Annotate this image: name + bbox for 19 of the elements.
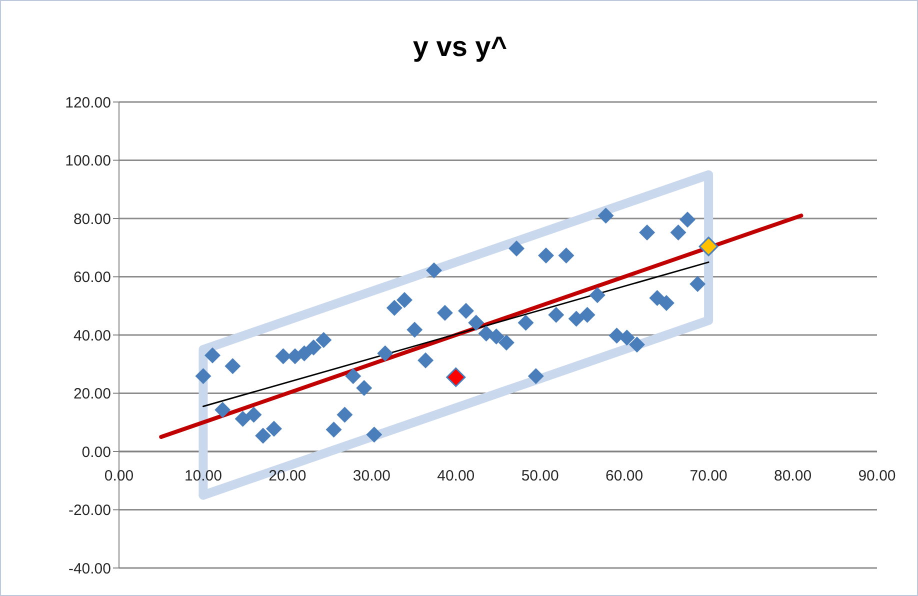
y-tick-label: 20.00: [73, 386, 111, 403]
y-tick-label: 60.00: [73, 269, 111, 286]
x-tick-label: 10.00: [184, 468, 222, 484]
x-tick-label: 40.00: [437, 468, 475, 484]
y-tick-label: 40.00: [73, 327, 111, 344]
y-tick-label: 80.00: [73, 210, 111, 228]
y-tick-label: -20.00: [68, 502, 111, 520]
x-tick-label: 30.00: [352, 468, 390, 484]
x-tick-label: 70.00: [690, 468, 728, 484]
x-tick-label: 20.00: [268, 468, 306, 484]
y-tick-label: 100.00: [65, 152, 111, 170]
x-tick-label: 60.00: [606, 468, 644, 484]
chart-title: y vs y^: [412, 31, 508, 63]
x-tick-label: 80.00: [774, 468, 812, 484]
y-tick-label: 0.00: [82, 444, 111, 461]
y-tick-label: 120.00: [65, 94, 111, 112]
x-tick-label: 90.00: [858, 468, 896, 484]
x-tick-label: 50.00: [521, 468, 559, 484]
y-tick-label: -40.00: [68, 560, 111, 578]
